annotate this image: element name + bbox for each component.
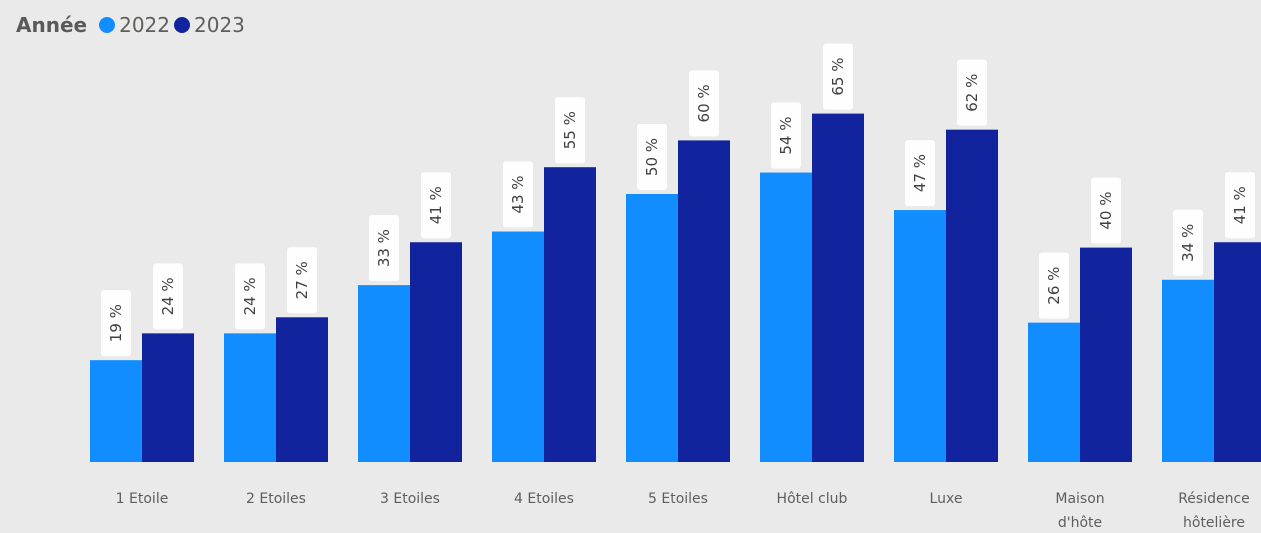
category-label: Résidence hôtelière xyxy=(1178,491,1250,531)
data-label: 65 % xyxy=(829,58,847,96)
data-label-box xyxy=(905,140,935,207)
bar-2022[interactable] xyxy=(90,360,142,462)
bar-group: 24 % 27 % xyxy=(224,247,328,462)
category-label-line: 2 Etoiles xyxy=(246,491,306,507)
bar-2023[interactable] xyxy=(410,242,462,462)
data-label-box xyxy=(1039,252,1069,319)
legend-label-2023: 2023 xyxy=(194,13,245,37)
bar-2022[interactable] xyxy=(224,333,276,462)
data-label: 24 % xyxy=(241,277,259,315)
data-label-box xyxy=(153,263,183,330)
category-label: 5 Etoiles xyxy=(648,491,708,507)
bar-2022[interactable] xyxy=(626,194,678,462)
data-label: 27 % xyxy=(293,261,311,299)
category-label-line: 1 Etoile xyxy=(116,491,169,507)
bar-group: 50 % 60 % xyxy=(626,70,730,462)
data-label-box xyxy=(101,290,131,357)
data-label-box xyxy=(555,97,585,164)
data-label-box xyxy=(823,43,853,110)
bar-2023[interactable] xyxy=(1214,242,1261,462)
data-label-box xyxy=(689,70,719,137)
category-label-line: Hôtel club xyxy=(777,491,848,507)
data-label-box xyxy=(1225,172,1255,239)
bar-group: 47 % 62 % xyxy=(894,59,998,462)
data-label-box xyxy=(235,263,265,330)
data-label-box xyxy=(503,161,533,228)
data-label: 60 % xyxy=(695,84,713,122)
bar-group: 33 % 41 % xyxy=(358,172,462,462)
bar-2023[interactable] xyxy=(142,333,194,462)
category-label-line: 3 Etoiles xyxy=(380,491,440,507)
data-label: 43 % xyxy=(509,175,527,213)
category-label: 1 Etoile xyxy=(116,491,169,507)
data-label: 41 % xyxy=(427,186,445,224)
bar-2022[interactable] xyxy=(894,210,946,462)
bar-2023[interactable] xyxy=(946,129,998,462)
bar-2022[interactable] xyxy=(492,231,544,462)
bar-2022[interactable] xyxy=(1028,322,1080,462)
data-label: 47 % xyxy=(911,154,929,192)
category-label: 3 Etoiles xyxy=(380,491,440,507)
category-label: Hôtel club xyxy=(777,491,848,507)
category-label-line: Luxe xyxy=(930,491,963,507)
bar-group: 26 % 40 % xyxy=(1028,177,1132,462)
category-label: 4 Etoiles xyxy=(514,491,574,507)
legend: Année 2022 2023 xyxy=(16,10,249,40)
data-label: 55 % xyxy=(561,111,579,149)
bar-2023[interactable] xyxy=(678,140,730,462)
data-label: 26 % xyxy=(1045,267,1063,305)
data-label-box xyxy=(421,172,451,239)
category-label: Maison d'hôte xyxy=(1055,491,1104,531)
legend-title: Année xyxy=(16,13,88,37)
bar-group: 34 % 41 % xyxy=(1162,172,1261,462)
category-label-line: 5 Etoiles xyxy=(648,491,708,507)
data-label: 41 % xyxy=(1231,186,1249,224)
data-label: 33 % xyxy=(375,229,393,267)
bar-2023[interactable] xyxy=(812,113,864,462)
category-label: 2 Etoiles xyxy=(246,491,306,507)
category-label-line: d'hôte xyxy=(1058,515,1102,531)
data-label-box xyxy=(957,59,987,126)
data-label-box xyxy=(771,102,801,169)
category-label-line: hôtelière xyxy=(1183,515,1245,531)
category-label-line: Résidence xyxy=(1178,491,1250,507)
category-label-line: Maison xyxy=(1055,491,1104,507)
data-label-box xyxy=(1091,177,1121,244)
legend-label-2022: 2022 xyxy=(119,13,170,37)
bar-group: 43 % 55 % xyxy=(492,97,596,462)
bar-group: 54 % 65 % xyxy=(760,43,864,462)
data-label-box xyxy=(1173,209,1203,276)
bar-2023[interactable] xyxy=(1080,247,1132,462)
bar-group: 19 % 24 % xyxy=(90,263,194,462)
data-label: 40 % xyxy=(1097,192,1115,230)
bar-2023[interactable] xyxy=(544,167,596,462)
legend-swatch-2022 xyxy=(99,17,116,33)
data-label: 34 % xyxy=(1179,224,1197,262)
data-label: 19 % xyxy=(107,304,125,342)
data-label: 50 % xyxy=(643,138,661,176)
legend-item-2023[interactable]: 2023 xyxy=(174,13,245,37)
data-label: 54 % xyxy=(777,117,795,155)
data-label: 62 % xyxy=(963,74,981,112)
bar-2022[interactable] xyxy=(760,172,812,462)
data-label-box xyxy=(287,247,317,314)
category-label-line: 4 Etoiles xyxy=(514,491,574,507)
bar-2022[interactable] xyxy=(1162,279,1214,462)
legend-swatch-2023 xyxy=(174,17,190,33)
data-label: 24 % xyxy=(159,277,177,315)
data-label-box xyxy=(369,215,399,282)
bar-2022[interactable] xyxy=(358,285,410,462)
bar-2023[interactable] xyxy=(276,317,328,462)
legend-item-2022[interactable]: 2022 xyxy=(99,13,170,37)
data-label-box xyxy=(637,124,667,190)
category-label: Luxe xyxy=(930,491,963,507)
